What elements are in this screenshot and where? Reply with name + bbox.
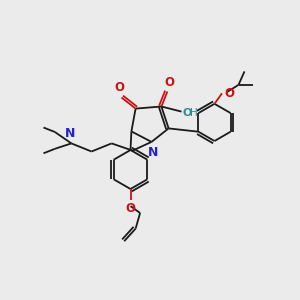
- Text: O: O: [125, 202, 136, 214]
- Text: N: N: [148, 146, 158, 159]
- Text: O: O: [164, 76, 174, 88]
- Text: H: H: [190, 108, 198, 118]
- Text: O: O: [114, 81, 124, 94]
- Text: N: N: [65, 127, 75, 140]
- Text: O: O: [182, 108, 191, 118]
- Text: O: O: [224, 87, 234, 100]
